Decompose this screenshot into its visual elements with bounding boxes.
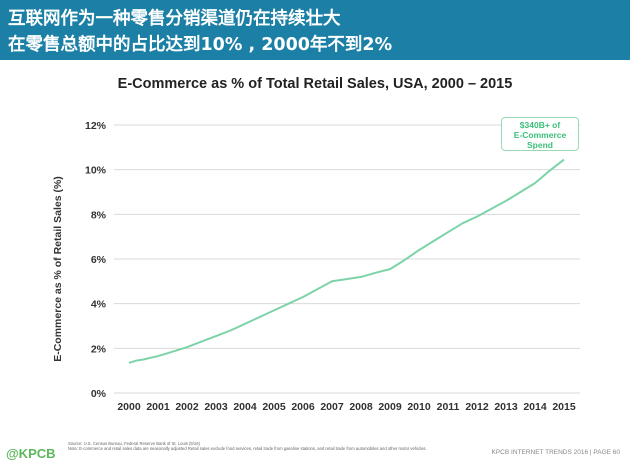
y-tick-label: 0% — [91, 388, 107, 400]
y-tick-label: 12% — [85, 120, 107, 132]
callout-line-2: E-Commerce — [513, 130, 567, 140]
y-tick-label: 2% — [91, 343, 107, 355]
y-tick-label: 8% — [91, 209, 107, 221]
callout-line-3: Spend — [527, 140, 553, 150]
y-axis-title: E-Commerce as % of Retail Sales (%) — [52, 176, 64, 362]
y-tick-label: 6% — [91, 254, 107, 266]
x-tick-label: 2009 — [378, 401, 402, 413]
x-tick-label: 2005 — [262, 401, 286, 413]
x-tick-label: 2015 — [552, 401, 576, 413]
chart-title: E-Commerce as % of Total Retail Sales, U… — [117, 76, 513, 92]
x-tick-label: 2004 — [233, 401, 257, 413]
x-tick-label: 2010 — [407, 401, 431, 413]
source-line-1: Source: U.S. Census Bureau, Federal Rese… — [68, 441, 200, 446]
callout-line-1: $340B+ of — [519, 120, 561, 130]
x-tick-label: 2006 — [291, 401, 315, 413]
x-tick-label: 2002 — [175, 401, 199, 413]
x-tick-label: 2001 — [146, 401, 170, 413]
x-tick-label: 2011 — [437, 401, 460, 413]
header-line-1: 互联网作为一种零售分销渠道仍在持续壮大 — [8, 9, 341, 29]
slide-header: 互联网作为一种零售分销渠道仍在持续壮大 在零售总额中的占比达到10% , 200… — [0, 0, 630, 60]
x-tick-label: 2013 — [494, 401, 518, 413]
y-tick-label: 10% — [85, 165, 107, 177]
source-note: Source: U.S. Census Bureau, Federal Rese… — [68, 441, 448, 451]
y-tick-label: 4% — [91, 299, 107, 311]
series-line — [128, 158, 565, 364]
kpcb-logo: @KPCB — [6, 446, 56, 461]
header-line-2: 在零售总额中的占比达到10% , 2000年不到2% — [8, 35, 393, 55]
x-tick-label: 2008 — [349, 401, 373, 413]
x-tick-label: 2012 — [465, 401, 489, 413]
x-tick-label: 2007 — [320, 401, 344, 413]
footer-page-info: KPCB INTERNET TRENDS 2016 | PAGE 60 — [491, 449, 620, 456]
source-line-2: Note: E-commerce and retail sales data a… — [68, 446, 427, 452]
callout-box: $340B+ of E-Commerce Spend — [501, 117, 579, 151]
x-tick-label: 2003 — [204, 401, 228, 413]
x-tick-label: 2014 — [523, 401, 547, 413]
x-tick-label: 2000 — [117, 401, 141, 413]
